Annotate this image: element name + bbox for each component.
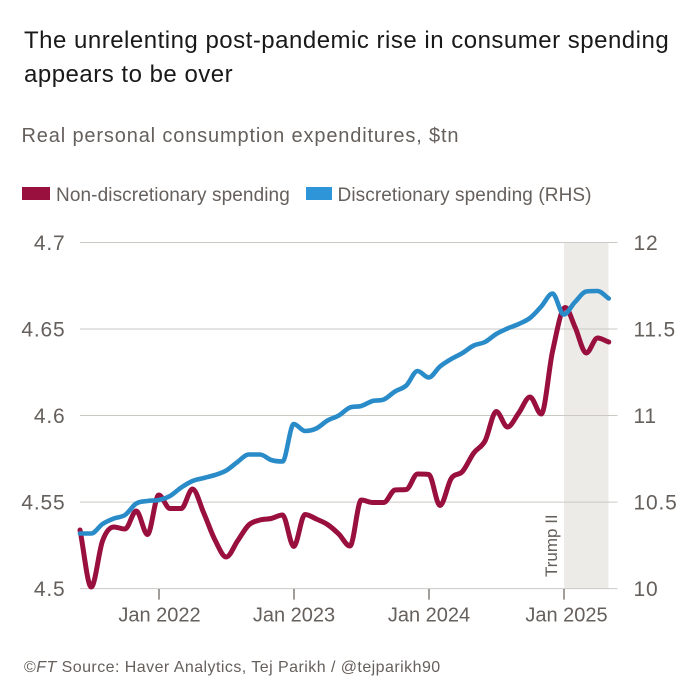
svg-text:Trump II: Trump II [542, 514, 561, 577]
svg-text:11: 11 [634, 405, 657, 428]
svg-text:Jan 2023: Jan 2023 [253, 605, 335, 627]
svg-text:11.5: 11.5 [634, 318, 677, 341]
svg-text:10.5: 10.5 [634, 491, 678, 514]
svg-text:4.6: 4.6 [34, 405, 66, 428]
svg-text:4.5: 4.5 [34, 578, 66, 601]
svg-text:4.55: 4.55 [21, 491, 65, 514]
svg-text:Jan 2024: Jan 2024 [388, 605, 470, 627]
svg-text:10: 10 [634, 578, 659, 601]
svg-text:Jan 2022: Jan 2022 [118, 605, 200, 627]
svg-text:12: 12 [634, 232, 659, 255]
svg-text:4.7: 4.7 [34, 232, 66, 255]
svg-text:Jan 2025: Jan 2025 [525, 605, 607, 627]
svg-text:4.65: 4.65 [21, 318, 65, 341]
